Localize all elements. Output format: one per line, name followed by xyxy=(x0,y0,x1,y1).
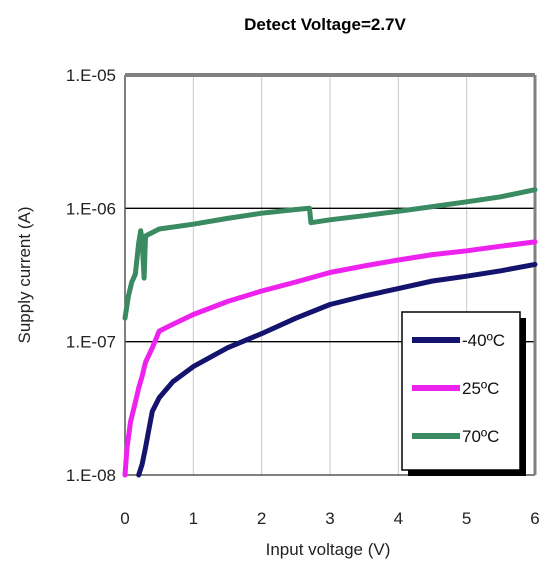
x-tick-label: 5 xyxy=(462,509,471,528)
y-tick-label: 1.E-05 xyxy=(66,66,116,85)
y-tick-label: 1.E-08 xyxy=(66,466,116,485)
series-line-2 xyxy=(122,187,538,321)
y-axis-ticks: 1.E-08 1.E-07 1.E-06 1.E-05 xyxy=(66,66,116,485)
legend-label: 25ºC xyxy=(462,379,499,398)
legend: -40ºC 25ºC 70ºC xyxy=(401,311,526,476)
series-line-0 xyxy=(136,261,538,478)
x-axis-label: Input voltage (V) xyxy=(266,540,391,559)
y-axis-label: Supply current (A) xyxy=(15,207,34,344)
x-tick-label: 3 xyxy=(325,509,334,528)
x-tick-label: 4 xyxy=(394,509,403,528)
series-layer xyxy=(122,187,538,478)
legend-label: 70ºC xyxy=(462,427,499,446)
x-axis-ticks: 0 1 2 3 4 5 6 xyxy=(120,509,539,528)
x-tick-label: 2 xyxy=(257,509,266,528)
x-tick-label: 6 xyxy=(530,509,539,528)
x-tick-label: 1 xyxy=(189,509,198,528)
y-tick-label: 1.E-06 xyxy=(66,199,116,218)
series-line-1 xyxy=(122,239,538,478)
chart-title: Detect Voltage=2.7V xyxy=(244,15,406,34)
legend-label: -40ºC xyxy=(462,331,505,350)
x-tick-label: 0 xyxy=(120,509,129,528)
y-tick-label: 1.E-07 xyxy=(66,333,116,352)
